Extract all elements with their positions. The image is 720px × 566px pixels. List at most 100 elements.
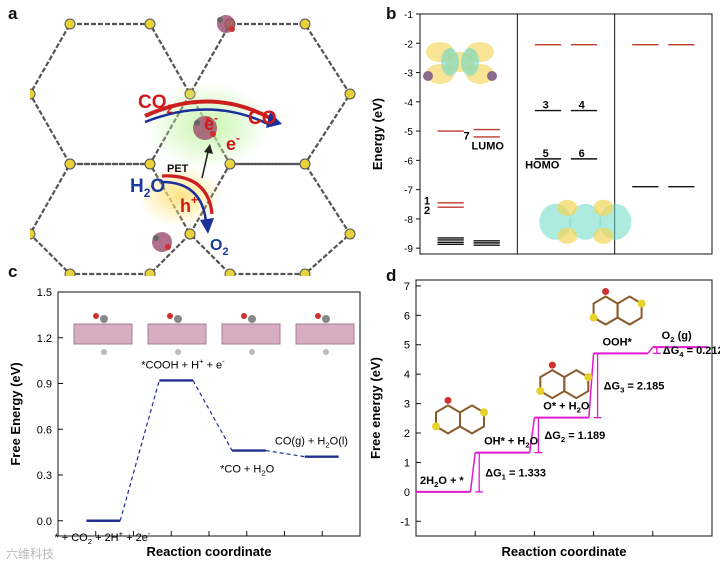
cluster-molecule-bottom: [152, 232, 172, 252]
lattice-node: [224, 268, 236, 276]
lattice-node: [144, 158, 156, 170]
chart-b-level-label: 7: [464, 130, 470, 142]
chart-d-ytick-label: 7: [404, 281, 410, 293]
chart-d-state-label: OH* + H2O: [484, 436, 539, 450]
hole-plus: +: [191, 193, 198, 207]
co2-label: CO: [138, 92, 167, 113]
chart-d-ytick-label: 2: [404, 428, 410, 440]
panel-letter-d: d: [386, 266, 397, 285]
chart-c-state-label: *COOH + H+ + e-: [141, 356, 225, 371]
molecule-ring: [563, 368, 590, 400]
lattice-node: [184, 228, 196, 240]
molecule-atom: [536, 387, 545, 396]
lattice-node: [299, 268, 311, 276]
structure-atom: [248, 315, 256, 323]
chart-d-ytick-label: 4: [404, 369, 410, 381]
chart-c-ytick-label: 0.6: [37, 424, 52, 436]
chart-d-state-label: OOH*: [602, 336, 632, 348]
orbital-lobe: [441, 48, 459, 76]
structure-atom: [167, 313, 173, 319]
chart-d-frame: [415, 279, 713, 537]
co2-reduction-arrow-blue: [144, 108, 269, 126]
pet-arrow: [201, 151, 209, 179]
chart-d-ytick-label: 5: [404, 340, 410, 352]
panel-letter-a: a: [8, 4, 18, 23]
chart-d-state-label: O2 (g): [662, 330, 692, 344]
molecule-atom: [637, 299, 646, 308]
lattice-node: [64, 18, 76, 30]
co2-arrow-head: [266, 112, 282, 128]
chart-d-delta-label: ΔG3 = 2.185: [604, 381, 665, 395]
molecule-ring: [592, 295, 619, 326]
orbital-lobe: [593, 227, 614, 244]
chart-b-ytick-label: -1: [404, 10, 413, 21]
lattice-node: [30, 228, 36, 240]
orbital-illustration-homo: [539, 199, 632, 244]
structure-slab: [221, 323, 281, 345]
lattice-node: [299, 158, 311, 170]
chart-b-level-label: 4: [579, 100, 586, 112]
chart-b-ytick-label: -3: [404, 69, 413, 80]
chart-d-delta-label: ΔG1 = 1.333: [485, 467, 546, 481]
structure-atom: [322, 315, 330, 323]
structure-atom: [323, 349, 329, 355]
structure-atom: [93, 313, 99, 319]
chart-d-connector: [528, 417, 536, 453]
chart-c-connector: [192, 380, 233, 451]
electron-label-2: e: [226, 134, 236, 154]
chart-c-ytick-label: 0.3: [37, 470, 52, 482]
chart-b-ytick-label: -2: [404, 39, 413, 50]
chart-c-ylabel: Free Energy (eV): [8, 362, 23, 465]
chart-c-state-label: * + CO2 + 2H+ + 2e-: [54, 529, 150, 546]
framework-illustration: CO2 e- e- CO PET H2O h+ O2: [30, 15, 356, 276]
chart-d-ylabel: Free energy (eV): [368, 357, 383, 459]
h2o-h: H: [130, 176, 144, 197]
co2-reduction-arrow: [144, 99, 271, 120]
chart-b-level-label: LUMO: [472, 141, 505, 153]
lattice-node: [299, 18, 311, 30]
chart-d-ytick-label: 6: [404, 310, 410, 322]
chart-c-xlabel: Reaction coordinate: [147, 544, 272, 559]
structure-atom: [174, 315, 182, 323]
hole-label: h: [180, 196, 191, 216]
molecule-atom: [432, 422, 440, 431]
chart-d-connector: [588, 353, 595, 418]
chart-b-ylabel: Energy (eV): [370, 98, 385, 170]
chart-b-ytick-label: -6: [404, 156, 413, 167]
chart-c-state-label: *CO + H2O: [220, 464, 275, 478]
chart-c-ytick-label: 1.5: [37, 287, 52, 299]
chart-d-delta-label: ΔG4 = 0.212: [663, 345, 720, 359]
chart-d-ytick-label: 3: [404, 399, 410, 411]
co2-subscript: 2: [167, 102, 174, 116]
lattice-node: [344, 228, 356, 240]
orbital-lobe: [557, 199, 578, 216]
orbital-lobe: [593, 199, 614, 216]
chart-c-ytick-label: 0.9: [37, 379, 52, 391]
molecule-atom: [602, 288, 610, 296]
chart-c-free-energy-co2: 0.0 0.3 0.6 0.9 1.2 1.5 Free Energy (eV) Reacti…: [8, 287, 361, 559]
chart-c-connector: [265, 450, 306, 458]
watermark: 六维科技: [6, 547, 55, 561]
chart-b-level-label: 2: [424, 205, 430, 217]
chart-c-ytick-label: 1.2: [37, 333, 52, 345]
chart-d-state-label: O* + H2O: [543, 401, 590, 415]
electron-minus-2: -: [236, 131, 240, 145]
h2o-oxidation-arrow: [161, 174, 214, 215]
orbital-lobe: [557, 227, 578, 244]
chart-d-ytick-label: -1: [400, 516, 410, 528]
chart-b-level-label: HOMO: [525, 160, 560, 172]
o2-subscript: 2: [222, 246, 228, 258]
structure-atom: [100, 315, 108, 323]
chart-b-ytick-label: -4: [404, 98, 413, 109]
chart-d-state-label: 2H2O + *: [420, 475, 464, 489]
structure-slab: [295, 323, 355, 345]
chart-c-state-label: CO(g) + H2O(l): [275, 436, 348, 450]
h2o-arrow-head: [200, 218, 214, 234]
structure-slab: [147, 323, 207, 345]
chart-d-free-energy-oer: -1 0 1 2 3 4 5 6 7 Free energy (eV) Reaction coord…: [368, 279, 720, 559]
chart-b-level-label: 1: [424, 196, 430, 208]
pet-arrow-head: [204, 144, 213, 154]
chart-d-connector: [647, 346, 654, 354]
chart-b-ytick-label: -7: [404, 186, 413, 197]
